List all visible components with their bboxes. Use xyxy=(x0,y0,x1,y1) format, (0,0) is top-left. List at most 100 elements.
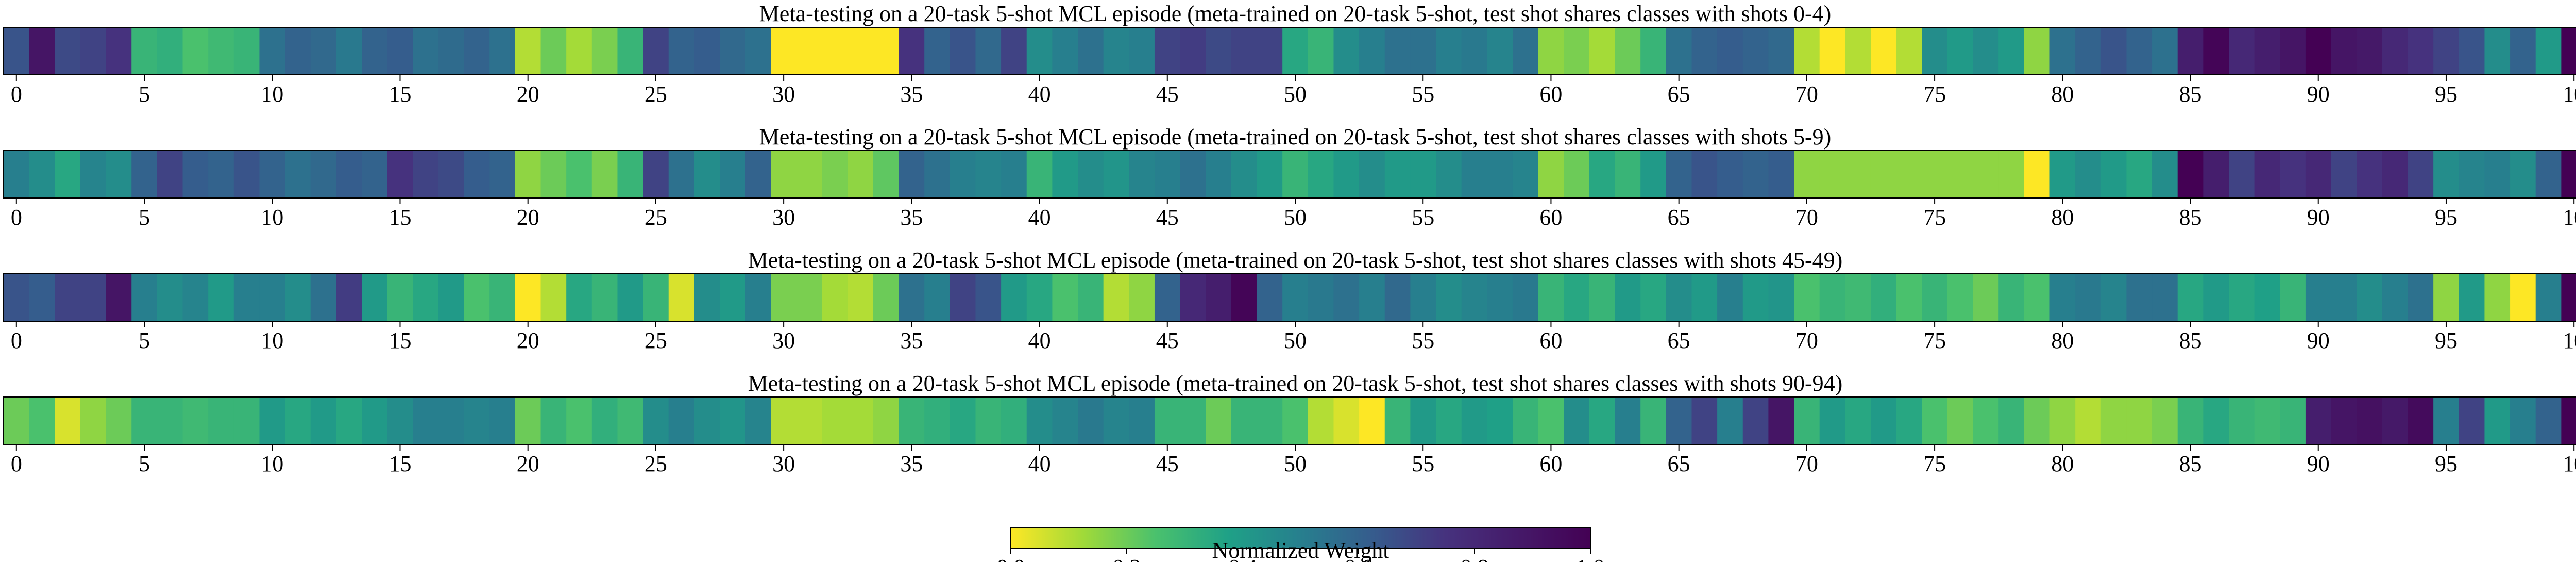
heatmap-cell-34 xyxy=(873,151,900,198)
heatmap-cell-61 xyxy=(1564,274,1590,321)
heatmap-cell-9 xyxy=(233,397,260,444)
heatmap-cell-13 xyxy=(336,274,362,321)
heatmap-cell-50 xyxy=(1282,151,1309,198)
heatmap-cells xyxy=(4,274,2576,321)
heatmap-cell-36 xyxy=(924,151,951,198)
x-tick-label: 80 xyxy=(2051,205,2074,230)
heatmap-cell-94 xyxy=(2408,274,2434,321)
heatmap-cell-27 xyxy=(694,151,720,198)
heatmap-cell-62 xyxy=(1589,274,1616,321)
x-tick-label: 20 xyxy=(517,328,539,353)
x-tick-label: 10 xyxy=(261,451,283,476)
heatmap-cell-73 xyxy=(1870,397,1897,444)
heatmap-cell-92 xyxy=(2357,27,2383,75)
heatmap-cell-21 xyxy=(540,397,567,444)
heatmap-cell-56 xyxy=(1436,151,1462,198)
x-tick-label: 65 xyxy=(1668,328,1690,353)
heatmap-cell-89 xyxy=(2280,151,2306,198)
heatmap-cell-4 xyxy=(106,27,132,75)
heatmap-cell-21 xyxy=(540,274,567,321)
heatmap-cell-69 xyxy=(1768,274,1794,321)
heatmap-cell-73 xyxy=(1870,151,1897,198)
heatmap-cell-99 xyxy=(2535,151,2562,198)
heatmap-cell-25 xyxy=(643,27,669,75)
heatmap-cell-26 xyxy=(668,151,694,198)
heatmap-cell-13 xyxy=(336,27,362,75)
heatmap-cell-16 xyxy=(413,27,439,75)
heatmap-cell-48 xyxy=(1231,27,1258,75)
heatmap-cell-7 xyxy=(182,27,209,75)
heatmap-cell-5 xyxy=(131,27,158,75)
x-tick-label: 80 xyxy=(2051,328,2074,353)
heatmap-cell-25 xyxy=(643,274,669,321)
heatmap-cell-54 xyxy=(1384,397,1411,444)
x-tick-label: 20 xyxy=(517,205,539,230)
heatmap-cell-33 xyxy=(848,397,874,444)
x-tick-label: 40 xyxy=(1028,81,1051,107)
heatmap-cell-81 xyxy=(2075,397,2102,444)
heatmap-cell-12 xyxy=(310,397,336,444)
heatmap-cell-3 xyxy=(80,27,107,75)
heatmap-cell-13 xyxy=(336,151,362,198)
heatmap-cell-17 xyxy=(438,397,465,444)
x-tick-label: 100 (Test) xyxy=(2563,328,2576,353)
x-tick-label: 15 xyxy=(388,451,411,476)
heatmap-cell-79 xyxy=(2024,274,2050,321)
heatmap-cell-14 xyxy=(362,151,388,198)
heatmap-cell-60 xyxy=(1538,151,1564,198)
heatmap-cell-70 xyxy=(1794,151,1820,198)
heatmap-cell-49 xyxy=(1257,27,1283,75)
heatmap-cell-10 xyxy=(259,397,285,444)
heatmap-cell-86 xyxy=(2203,274,2229,321)
x-tick-label: 65 xyxy=(1668,205,1690,230)
heatmap-cell-36 xyxy=(924,274,951,321)
heatmap-cell-3 xyxy=(80,151,107,198)
heatmap-cell-17 xyxy=(438,27,465,75)
heatmap-cell-8 xyxy=(208,397,234,444)
heatmap-cell-95 xyxy=(2433,151,2460,198)
heatmap-cell-52 xyxy=(1333,27,1360,75)
heatmap-cell-93 xyxy=(2382,274,2409,321)
heatmap-cell-32 xyxy=(822,274,848,321)
heatmap-cell-78 xyxy=(1998,274,2025,321)
heatmap-cell-37 xyxy=(950,274,976,321)
heatmap-cell-47 xyxy=(1206,274,1232,321)
panel-title: Meta-testing on a 20-task 5-shot MCL epi… xyxy=(759,1,1832,26)
heatmap-cell-100 xyxy=(2561,397,2576,444)
heatmap-cell-97 xyxy=(2484,274,2511,321)
heatmap-cell-90 xyxy=(2305,274,2332,321)
heatmap-cell-68 xyxy=(1742,27,1769,75)
heatmap-cell-74 xyxy=(1896,274,1922,321)
heatmap-cell-84 xyxy=(2152,397,2178,444)
x-tick-label: 100 (Test) xyxy=(2563,81,2576,107)
heatmap-cell-68 xyxy=(1742,397,1769,444)
heatmap-cell-14 xyxy=(362,274,388,321)
heatmap-cell-11 xyxy=(285,274,311,321)
heatmap-cell-56 xyxy=(1436,27,1462,75)
heatmap-cell-16 xyxy=(413,151,439,198)
heatmap-cell-77 xyxy=(1973,397,1999,444)
heatmap-cell-11 xyxy=(285,151,311,198)
heatmap-cell-82 xyxy=(2100,274,2127,321)
heatmap-cell-73 xyxy=(1870,27,1897,75)
heatmap-cell-24 xyxy=(617,27,643,75)
heatmap-cell-78 xyxy=(1998,27,2025,75)
x-axis-ticks: 0 5 10 15 20 25 30 35 40 45 50 55 60 65 70 75 80 85 90 95 10… xyxy=(11,321,2576,353)
heatmap-cell-65 xyxy=(1666,274,1692,321)
heatmap-cell-80 xyxy=(2049,151,2076,198)
heatmap-cell-64 xyxy=(1640,274,1667,321)
x-tick-label: 0 xyxy=(11,328,22,353)
heatmap-cell-88 xyxy=(2254,151,2280,198)
heatmap-cell-0 xyxy=(4,274,30,321)
panel-title: Meta-testing on a 20-task 5-shot MCL epi… xyxy=(748,371,1843,396)
heatmap-cell-67 xyxy=(1717,274,1743,321)
heatmap-cell-23 xyxy=(591,27,618,75)
heatmap-cell-44 xyxy=(1129,27,1155,75)
heatmap-cell-24 xyxy=(617,274,643,321)
heatmap-cell-60 xyxy=(1538,274,1564,321)
x-tick-label: 75 xyxy=(1923,81,1946,107)
heatmap-cell-82 xyxy=(2100,151,2127,198)
heatmap-cell-76 xyxy=(1947,397,1974,444)
heatmap-cell-75 xyxy=(1922,151,1948,198)
heatmap-cell-69 xyxy=(1768,27,1794,75)
